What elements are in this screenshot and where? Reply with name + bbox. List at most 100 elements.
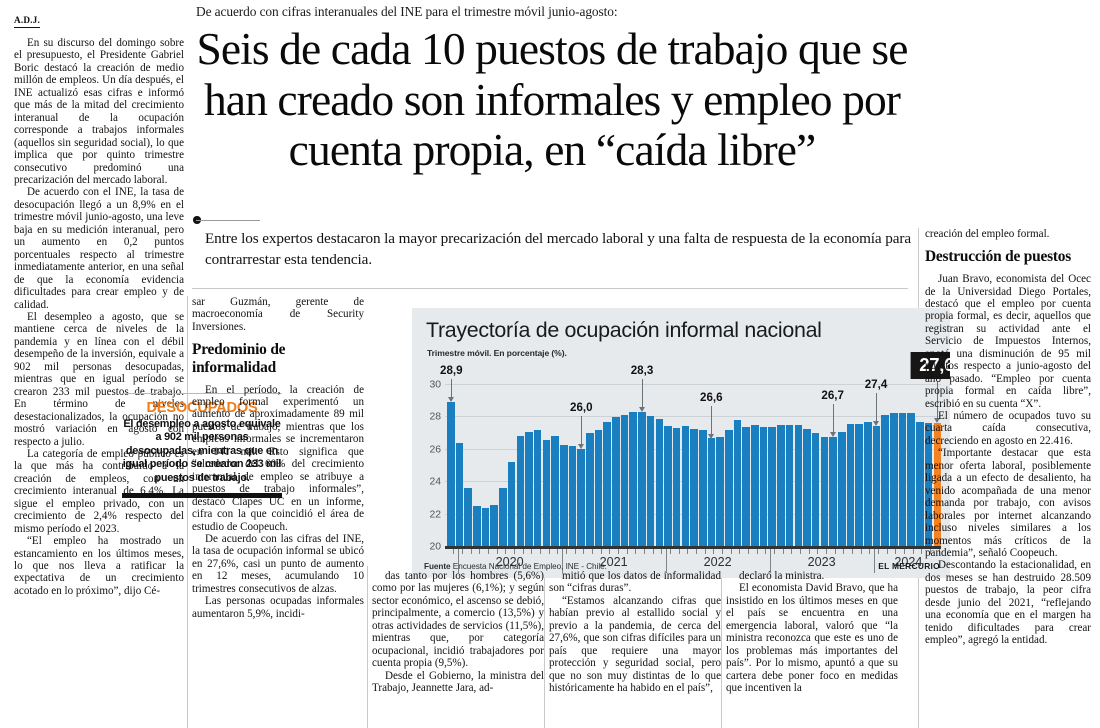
paragraph: Descontando la estacionalidad, en dos me… (925, 559, 1091, 647)
x-axis-tick (531, 549, 533, 554)
chart-x-axis: 2020 2021 2022 2023 2024 (447, 549, 943, 575)
paragraph: declaró la ministra. (739, 570, 825, 582)
chart-bar (803, 429, 811, 546)
chart-bar (473, 506, 481, 546)
paragraph: El número de ocupados tuvo su cuarta caí… (925, 410, 1091, 447)
chart-bar (525, 431, 533, 546)
chart-bar (785, 424, 794, 546)
column-divider-4 (721, 566, 722, 728)
chart-bar (794, 425, 803, 546)
chart-bar (768, 426, 777, 546)
chart-bar (742, 426, 750, 546)
paragraph: De acuerdo con el INE, la tasa de desocu… (14, 186, 184, 311)
pull-quote-rule (122, 493, 282, 498)
annotation-arrow (936, 381, 938, 418)
pull-quote-kicker: DESOCUPADOS (146, 400, 258, 416)
x-axis-tick (488, 549, 489, 554)
headline-block: De acuerdo con cifras interanuales del I… (196, 4, 908, 206)
x-axis-year-separator (457, 549, 459, 573)
x-axis-tick (626, 549, 628, 554)
chart-bar (855, 423, 863, 546)
column-divider-3 (544, 566, 545, 728)
x-axis-tick (886, 549, 888, 554)
x-axis-year-separator (561, 549, 563, 573)
x-axis-tick (730, 549, 732, 554)
x-axis-year-separator (873, 549, 875, 573)
chart-bar (542, 439, 551, 546)
x-axis-tick (470, 549, 472, 554)
x-axis-year-label: 2021 (599, 555, 628, 569)
annotation-arrow (832, 404, 834, 433)
x-axis-tick (600, 549, 602, 554)
chart-x-axis-line (445, 546, 941, 549)
column-divider-2 (367, 566, 368, 728)
headline-bottom-rule (192, 288, 908, 289)
column-2-lead: sar Guzmán, gerente de macroeconomía de … (192, 296, 364, 333)
x-axis-tick (895, 549, 897, 554)
chart-bars (447, 384, 942, 546)
chart-bar (924, 422, 933, 546)
article-column-5: declaró la ministra. El economista David … (726, 570, 898, 695)
paragraph: mitió que los datos de informalidad son … (549, 570, 721, 595)
annotation-arrowhead (578, 443, 585, 449)
x-axis-tick (722, 549, 723, 554)
gridline: 30 (429, 380, 941, 391)
chart-title: Trayectoría de ocupación informal nacion… (426, 318, 822, 342)
chart-bar (646, 416, 655, 546)
chart-bar (533, 430, 542, 546)
x-axis-tick (540, 549, 541, 554)
chart-bar (507, 461, 516, 546)
x-axis-tick (453, 549, 455, 554)
article-column-1: A.D.J. En su discurso del domingo sobre … (14, 10, 184, 597)
x-axis-year-label: 2020 (495, 555, 524, 569)
paragraph: “El empleo ha mostrado un estancamiento … (14, 535, 184, 597)
article-column-4: mitió que los datos de informalidad son … (549, 570, 721, 695)
chart-bar (681, 426, 690, 546)
chart-bar (916, 422, 924, 546)
chart-bar (907, 413, 916, 546)
annotation-arrowhead (873, 421, 879, 427)
page-title: Seis de cada 10 puestos de trabajo que s… (196, 23, 908, 175)
x-axis-tick (505, 549, 507, 554)
y-axis-tick-label: 26 (429, 444, 441, 456)
x-axis-tick (912, 549, 914, 554)
paragraph: das tanto por los hombres (5,6%) como po… (372, 570, 544, 670)
paragraph: Desde el Gobierno, la ministra del Traba… (372, 669, 544, 695)
paragraph: sar Guzmán, gerente de macroeconomía de … (192, 296, 364, 333)
pull-quote: DESOCUPADOS El desempleo a agosto equiva… (122, 393, 282, 498)
chart-highlight-badge: 27,6 (910, 352, 950, 379)
x-axis-tick (574, 549, 576, 554)
paragraph: creación del empleo formal. (925, 228, 1050, 240)
chart-bar (447, 401, 455, 546)
chart-bar (568, 446, 577, 546)
chart-bar (672, 427, 681, 546)
chart-bar (455, 443, 464, 546)
x-axis-tick (774, 549, 775, 554)
chart-bar (586, 433, 594, 546)
chart-bar (707, 438, 716, 546)
y-axis-tick-label: 30 (429, 379, 441, 391)
x-axis-tick (756, 549, 758, 554)
chart-bar (759, 426, 768, 546)
epigraph: De acuerdo con cifras interanuales del I… (196, 4, 618, 19)
chart-bar (464, 487, 472, 546)
chart-bar (664, 426, 672, 546)
paragraph: En el período, la creación de empleo for… (192, 383, 364, 533)
chart-plot-area: 20 22 24 26 28 30 (429, 380, 942, 553)
x-axis-tick (522, 549, 524, 554)
chart-bar (551, 435, 559, 546)
paragraph: De acuerdo con las cifras del INE, la ta… (192, 532, 364, 595)
chart-bar (638, 411, 646, 546)
column-6-lead: creación del empleo formal. (925, 228, 1091, 240)
chart-bar (655, 418, 664, 546)
chart-value-label: 26,0 (570, 400, 593, 414)
x-axis-tick (496, 549, 498, 554)
x-axis-tick (843, 549, 845, 554)
chart-bar (612, 417, 620, 546)
x-axis-tick (834, 549, 836, 554)
chart-bar (603, 422, 611, 546)
chart-bar (777, 425, 785, 546)
paragraph: El economista David Bravo, que ha insist… (726, 582, 898, 695)
paragraph: Las personas ocupadas informales aumenta… (192, 595, 364, 620)
x-axis-tick (878, 549, 879, 554)
